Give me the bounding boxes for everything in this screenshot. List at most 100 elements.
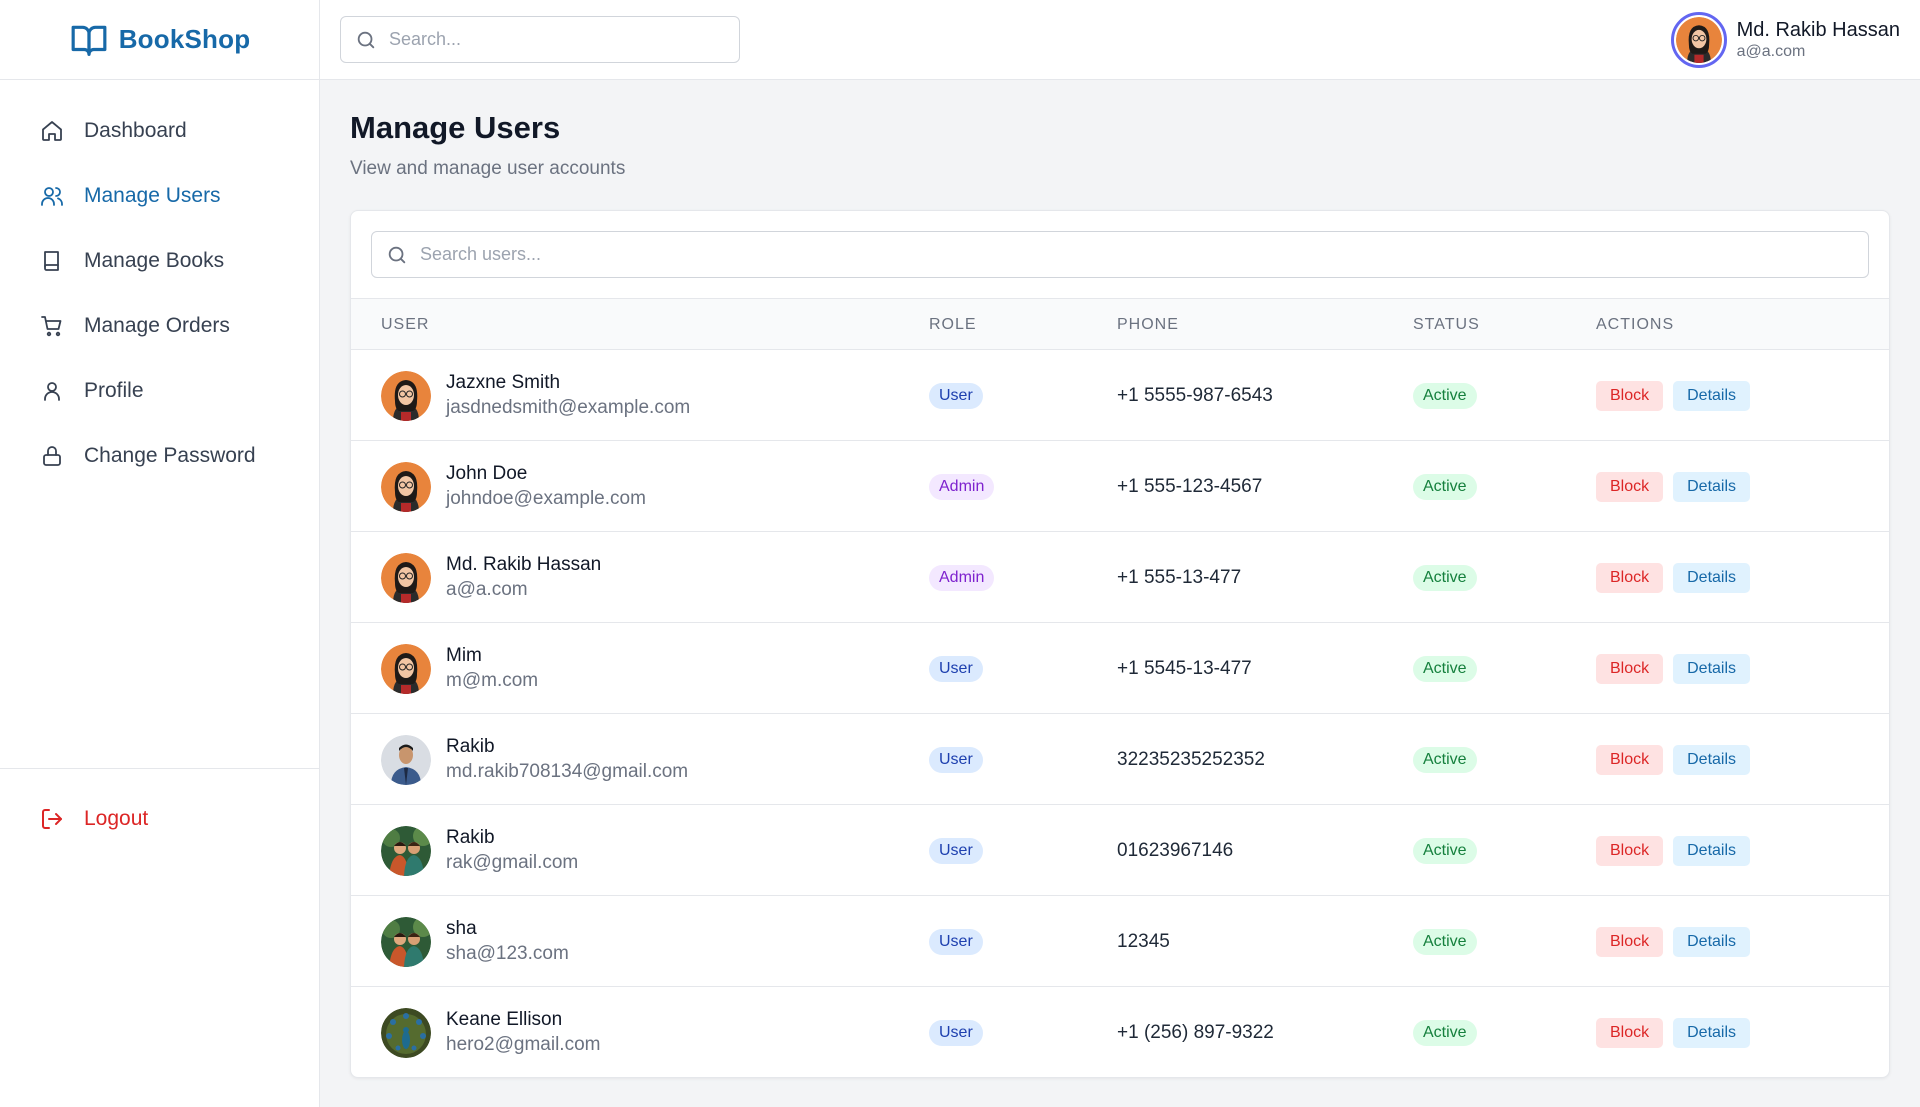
cart-icon [41, 315, 62, 336]
column-header-actions[interactable]: ACTIONS [1596, 315, 1675, 333]
user-cell: John Doe johndoe@example.com [381, 441, 646, 532]
details-button[interactable]: Details [1673, 380, 1751, 411]
details-button[interactable]: Details [1673, 562, 1751, 593]
column-header-user[interactable]: USER [381, 315, 430, 333]
details-button[interactable]: Details [1673, 653, 1751, 684]
phone-cell: 32235235252352 [1117, 714, 1265, 805]
status-badge: Active [1413, 837, 1477, 864]
user-icon [44, 381, 60, 401]
actions-cell: Block Details [1596, 714, 1751, 805]
role-cell: Admin [929, 532, 995, 623]
role-badge: User [929, 1019, 983, 1046]
header-search-input[interactable] [389, 29, 709, 50]
phone-number: +1 555-13-477 [1117, 566, 1242, 588]
users-search [371, 231, 1869, 278]
avatar [381, 1007, 431, 1058]
logout-button[interactable]: Logout [0, 786, 320, 851]
details-button[interactable]: Details [1673, 1017, 1751, 1048]
block-button[interactable]: Block [1596, 835, 1664, 866]
block-button[interactable]: Block [1596, 653, 1664, 684]
sidebar: BookShop Dashboard Manage Users Manage B… [0, 0, 320, 1107]
user-email: johndoe@example.com [446, 487, 646, 509]
actions-cell: Block Details [1596, 623, 1751, 714]
block-button[interactable]: Block [1596, 380, 1664, 411]
table-row: Keane Ellison hero2@gmail.com User +1 (256)… [351, 987, 1889, 1077]
sidebar-item-profile[interactable]: Profile [0, 358, 319, 423]
sidebar-item-change-password[interactable]: Change Password [0, 423, 319, 488]
user-info: Md. Rakib Hassan a@a.com [446, 553, 601, 602]
user-name: Jazxne Smith [446, 371, 561, 393]
details-button[interactable]: Details [1673, 471, 1751, 502]
user-name: John Doe [446, 462, 528, 484]
search-icon [388, 246, 406, 263]
user-email: jasdnedsmith@example.com [446, 396, 691, 418]
user-name: sha [446, 917, 477, 939]
block-button[interactable]: Block [1596, 1017, 1664, 1048]
column-header-phone[interactable]: PHONE [1117, 315, 1179, 333]
page-subtitle: View and manage user accounts [350, 158, 626, 179]
current-user[interactable]: Md. Rakib Hassan a@a.com [1670, 12, 1900, 68]
user-email: md.rakib708134@gmail.com [446, 760, 689, 782]
user-name: Md. Rakib Hassan [446, 553, 602, 575]
search-icon [357, 31, 375, 48]
status-cell: Active [1413, 896, 1477, 987]
actions-cell: Block Details [1596, 441, 1751, 532]
avatar[interactable] [1670, 12, 1727, 68]
actions-cell: Block Details [1596, 896, 1751, 987]
sidebar-item-label: Change Password [84, 443, 256, 467]
phone-cell: +1 (256) 897-9322 [1117, 987, 1274, 1077]
role-badge: Admin [929, 564, 995, 591]
details-button[interactable]: Details [1673, 926, 1751, 957]
sidebar-item-manage-users[interactable]: Manage Users [0, 163, 319, 228]
role-badge: User [929, 382, 983, 409]
details-button[interactable]: Details [1673, 744, 1751, 775]
status-badge: Active [1413, 564, 1477, 591]
block-button[interactable]: Block [1596, 744, 1664, 775]
sidebar-divider [0, 768, 320, 769]
user-info: Mim m@m.com [446, 644, 538, 693]
role-cell: Admin [929, 441, 995, 532]
actions-cell: Block Details [1596, 805, 1751, 896]
user-cell: Keane Ellison hero2@gmail.com [381, 987, 600, 1077]
table-body: Jazxne Smith jasdnedsmith@example.com User… [351, 350, 1889, 1077]
table-row: John Doe johndoe@example.com Admin +1 555-1… [351, 441, 1889, 532]
actions-cell: Block Details [1596, 532, 1751, 623]
phone-number: +1 5545-13-477 [1117, 657, 1252, 679]
user-cell: Rakib rak@gmail.com [381, 805, 578, 896]
phone-number: +1 (256) 897-9322 [1117, 1021, 1274, 1043]
role-cell: User [929, 623, 983, 714]
user-name: Keane Ellison [446, 1008, 563, 1030]
sidebar-item-dashboard[interactable]: Dashboard [0, 98, 319, 163]
status-cell: Active [1413, 532, 1477, 623]
status-cell: Active [1413, 714, 1477, 805]
user-info: Jazxne Smith jasdnedsmith@example.com [446, 371, 690, 420]
user-name: Rakib [446, 735, 495, 757]
current-user-name: Md. Rakib Hassan [1736, 19, 1900, 42]
logout-icon [42, 808, 62, 829]
block-button[interactable]: Block [1596, 562, 1664, 593]
column-header-status[interactable]: STATUS [1413, 315, 1480, 333]
user-info: John Doe johndoe@example.com [446, 462, 646, 511]
users-search-bar [351, 211, 1889, 299]
brand[interactable]: BookShop [0, 0, 319, 80]
user-info: Rakib md.rakib708134@gmail.com [446, 735, 688, 784]
sidebar-item-manage-books[interactable]: Manage Books [0, 228, 319, 293]
open-book-icon [71, 25, 107, 56]
column-header-role[interactable]: ROLE [929, 315, 977, 333]
role-badge: User [929, 746, 983, 773]
sidebar-item-manage-orders[interactable]: Manage Orders [0, 293, 319, 358]
phone-cell: +1 555-123-4567 [1117, 441, 1262, 532]
user-info: Rakib rak@gmail.com [446, 826, 578, 875]
phone-cell: +1 5545-13-477 [1117, 623, 1252, 714]
block-button[interactable]: Block [1596, 926, 1664, 957]
avatar [381, 825, 431, 876]
block-button[interactable]: Block [1596, 471, 1664, 502]
sidebar-item-label: Dashboard [84, 118, 187, 142]
table-row: Jazxne Smith jasdnedsmith@example.com User… [351, 350, 1889, 441]
status-cell: Active [1413, 350, 1477, 441]
user-cell: sha sha@123.com [381, 896, 569, 987]
users-search-input[interactable] [420, 244, 1820, 265]
users-icon [41, 186, 63, 206]
details-button[interactable]: Details [1673, 835, 1751, 866]
brand-name: BookShop [118, 24, 251, 54]
